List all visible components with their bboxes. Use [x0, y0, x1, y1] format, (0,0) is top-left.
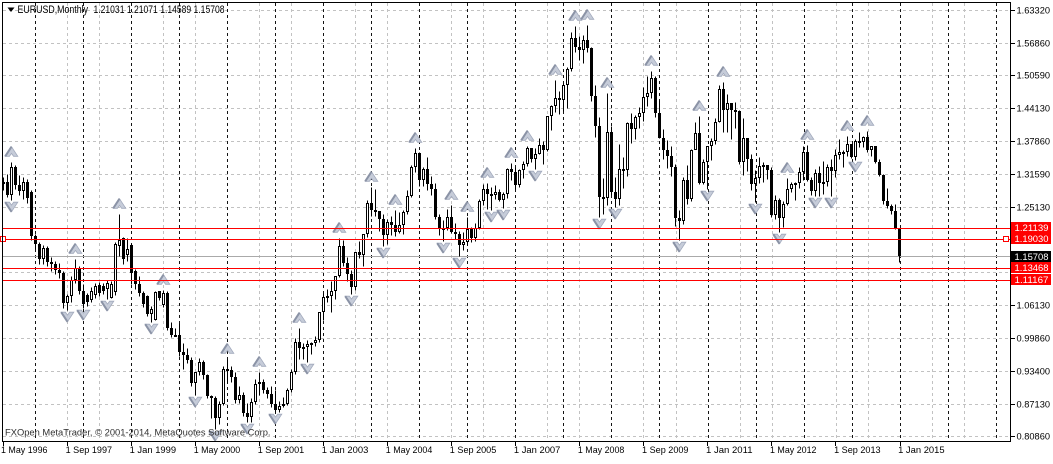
svg-text:1 Sep 2009: 1 Sep 2009	[642, 445, 689, 456]
svg-text:0.93400: 0.93400	[1017, 367, 1051, 378]
svg-text:1.25130: 1.25130	[1017, 203, 1051, 214]
svg-text:1.21139: 1.21139	[1015, 223, 1049, 234]
svg-text:1.11167: 1.11167	[1015, 275, 1049, 286]
svg-text:1 Jan 2003: 1 Jan 2003	[322, 445, 369, 456]
svg-text:1 May 1996: 1 May 1996	[1, 445, 48, 456]
svg-text:1.63320: 1.63320	[1017, 6, 1051, 17]
svg-text:1 May 2008: 1 May 2008	[578, 445, 625, 456]
svg-text:1 Jan 2011: 1 Jan 2011	[706, 445, 753, 456]
svg-text:1 Jan 2007: 1 Jan 2007	[514, 445, 561, 456]
svg-text:1.06130: 1.06130	[1017, 301, 1051, 312]
svg-text:FXOpen MetaTrader, © 2001-2014: FXOpen MetaTrader, © 2001-2014, MetaQuot…	[5, 428, 271, 439]
svg-text:1.19030: 1.19030	[1015, 234, 1049, 245]
svg-text:1 Sep 2001: 1 Sep 2001	[258, 445, 305, 456]
svg-text:1 May 2012: 1 May 2012	[770, 445, 817, 456]
svg-text:1 Jan 1999: 1 Jan 1999	[130, 445, 177, 456]
svg-text:1.15708: 1.15708	[1015, 252, 1049, 263]
svg-text:1 Sep 2005: 1 Sep 2005	[450, 445, 497, 456]
svg-text:1 May 2004: 1 May 2004	[386, 445, 433, 456]
svg-text:0.99860: 0.99860	[1017, 334, 1051, 345]
svg-text:1.56860: 1.56860	[1017, 39, 1051, 50]
svg-text:0.80860: 0.80860	[1017, 432, 1051, 443]
svg-text:0.87130: 0.87130	[1017, 400, 1051, 411]
svg-text:1 Sep 2013: 1 Sep 2013	[834, 445, 881, 456]
svg-text:1.50590: 1.50590	[1017, 71, 1051, 82]
svg-text:1.44130: 1.44130	[1017, 104, 1051, 115]
svg-text:1.37860: 1.37860	[1017, 137, 1051, 148]
svg-text:1 Sep 1997: 1 Sep 1997	[66, 445, 113, 456]
svg-text:1.13468: 1.13468	[1015, 263, 1049, 274]
svg-text:1 May 2000: 1 May 2000	[194, 445, 241, 456]
svg-text:1.21031 1.21071 1.14589 1.1570: 1.21031 1.21071 1.14589 1.15708	[94, 4, 225, 16]
svg-text:EURUSD,Monthly: EURUSD,Monthly	[18, 4, 89, 16]
svg-text:1 Jan 2015: 1 Jan 2015	[898, 445, 945, 456]
svg-text:1.31590: 1.31590	[1017, 170, 1051, 181]
